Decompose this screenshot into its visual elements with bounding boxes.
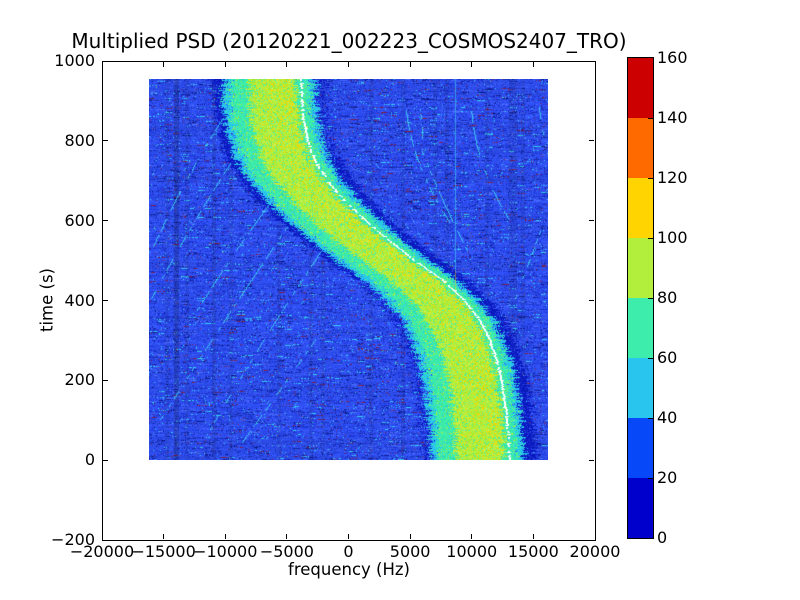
- y-tick-label: −200: [51, 529, 95, 549]
- colorbar-tick-label: 140: [657, 107, 688, 127]
- colorbar-segment: [628, 118, 653, 178]
- x-tick-label: −5000: [259, 542, 314, 561]
- colorbar-tick: [648, 357, 653, 359]
- x-tick: [471, 534, 473, 539]
- x-tick: [286, 534, 288, 539]
- colorbar-tick-label: 120: [657, 167, 688, 187]
- x-tick-label: 15000: [507, 542, 559, 561]
- colorbar-tick-label: 40: [657, 407, 678, 427]
- y-tick-label: 400: [64, 290, 95, 310]
- x-tick: [594, 534, 596, 539]
- x-tick: [101, 534, 103, 539]
- x-tick-label: −15000: [131, 542, 196, 561]
- y-tick-label: 600: [64, 210, 95, 230]
- x-tick-label: 5000: [389, 542, 431, 561]
- x-tick-label: 0: [343, 542, 354, 561]
- x-tick-top: [594, 62, 596, 67]
- colorbar-tick-label: 160: [657, 47, 688, 67]
- x-tick-top: [532, 62, 534, 67]
- colorbar-tick: [648, 117, 653, 119]
- y-tick: [103, 379, 108, 381]
- colorbar-tick: [648, 477, 653, 479]
- colorbar-tick-label: 80: [657, 287, 678, 307]
- y-tick-right: [589, 60, 594, 62]
- y-tick-right: [589, 379, 594, 381]
- x-tick-top: [286, 62, 288, 67]
- y-tick-right: [589, 140, 594, 142]
- y-tick-label: 800: [64, 130, 95, 150]
- y-tick: [103, 539, 108, 541]
- x-tick: [532, 534, 534, 539]
- y-tick-right: [589, 300, 594, 301]
- colorbar-tick: [648, 237, 653, 239]
- colorbar-segment: [628, 58, 653, 118]
- colorbar-tick: [648, 297, 653, 299]
- colorbar-segment: [628, 298, 653, 358]
- y-tick: [103, 140, 108, 142]
- x-tick-label: −20000: [69, 542, 135, 561]
- y-tick-label: 200: [64, 370, 95, 390]
- x-tick-top: [348, 62, 349, 67]
- x-tick-top: [471, 62, 473, 67]
- y-tick: [103, 220, 108, 222]
- axes-frame: [102, 61, 596, 541]
- x-tick: [224, 534, 226, 539]
- y-tick-right: [589, 459, 594, 461]
- colorbar-tick-label: 100: [657, 227, 688, 247]
- x-tick: [348, 534, 349, 539]
- colorbar: [627, 57, 654, 539]
- y-axis-label: time (s): [37, 268, 57, 332]
- x-tick-label: 20000: [569, 542, 621, 561]
- colorbar-tick-label: 60: [657, 347, 678, 367]
- y-tick-right: [589, 539, 594, 541]
- x-tick-label: 10000: [446, 542, 498, 561]
- y-tick-right: [589, 220, 594, 222]
- y-tick: [103, 459, 108, 461]
- x-tick-top: [409, 62, 411, 67]
- colorbar-segment: [628, 238, 653, 298]
- x-tick-top: [101, 62, 103, 67]
- colorbar-segment: [628, 358, 653, 418]
- colorbar-tick-label: 0: [657, 527, 668, 547]
- plot-title: Multiplied PSD (20120221_002223_COSMOS24…: [71, 29, 627, 53]
- y-tick: [103, 300, 108, 301]
- colorbar-segment: [628, 178, 653, 238]
- x-tick-label: −10000: [193, 542, 258, 561]
- colorbar-tick: [648, 417, 653, 419]
- x-tick: [163, 534, 165, 539]
- psd-heatmap-canvas: [148, 79, 548, 460]
- colorbar-segment: [628, 478, 653, 538]
- x-tick-top: [163, 62, 165, 67]
- y-tick: [103, 60, 108, 62]
- y-tick-label: 1000: [54, 50, 95, 70]
- colorbar-tick: [648, 177, 653, 179]
- x-axis-label: frequency (Hz): [288, 560, 410, 579]
- x-tick-top: [224, 62, 226, 67]
- y-tick-label: 0: [84, 449, 95, 469]
- colorbar-tick-label: 20: [657, 467, 678, 487]
- colorbar-segment: [628, 418, 653, 478]
- x-tick: [409, 534, 411, 539]
